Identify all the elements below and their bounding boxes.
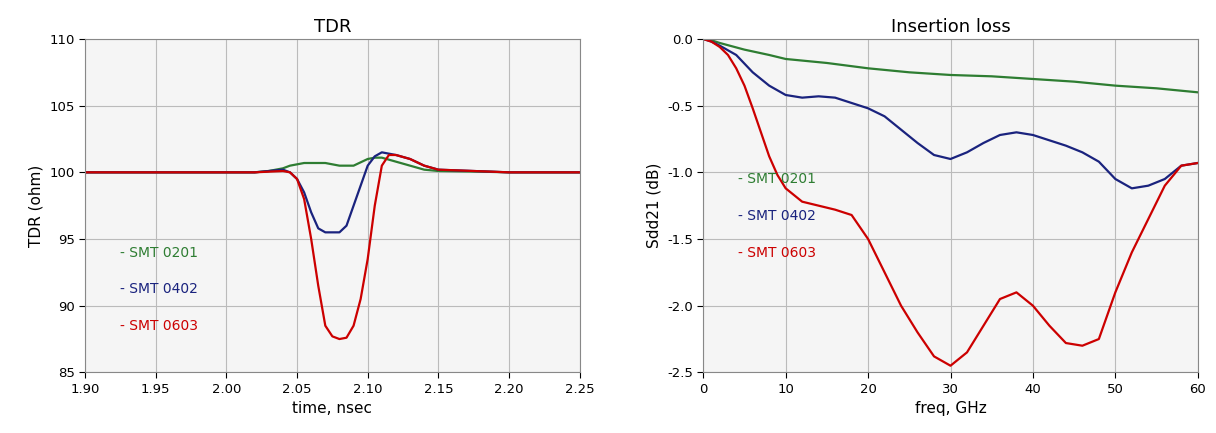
Text: - SMT 0201: - SMT 0201 [119, 246, 198, 260]
Y-axis label: TDR (ohm): TDR (ohm) [29, 165, 44, 247]
Title: TDR: TDR [314, 18, 351, 36]
Text: - SMT 0402: - SMT 0402 [119, 282, 198, 296]
Text: - SMT 0201: - SMT 0201 [738, 172, 816, 186]
Text: - SMT 0603: - SMT 0603 [738, 246, 816, 260]
Text: - SMT 0402: - SMT 0402 [738, 209, 816, 223]
X-axis label: freq, GHz: freq, GHz [914, 401, 986, 417]
Y-axis label: Sdd21 (dB): Sdd21 (dB) [647, 163, 662, 249]
Text: - SMT 0603: - SMT 0603 [119, 319, 198, 333]
Title: Insertion loss: Insertion loss [890, 18, 1010, 36]
X-axis label: time, nsec: time, nsec [292, 401, 372, 417]
